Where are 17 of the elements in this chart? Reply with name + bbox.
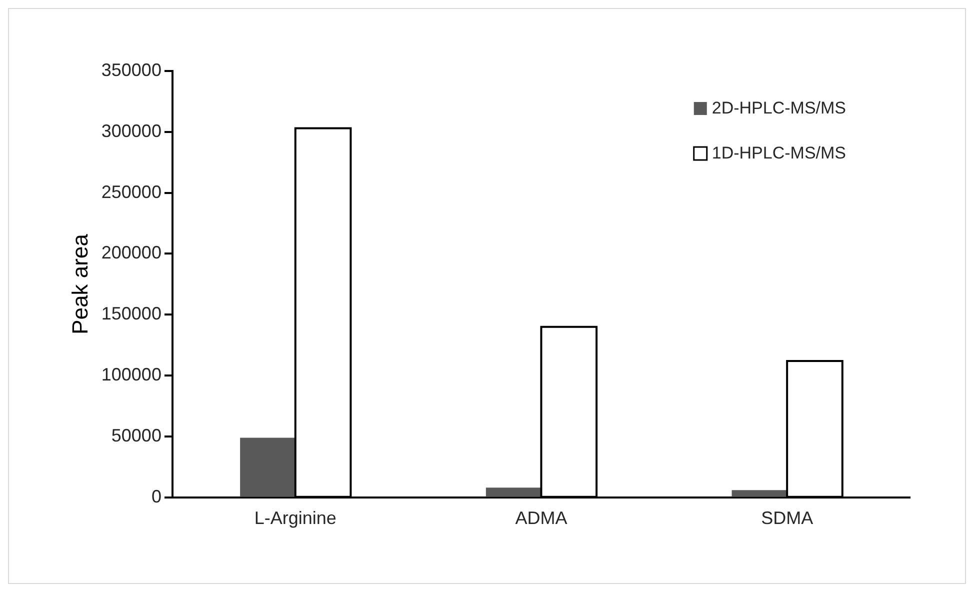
y-tick-label: 250000 — [101, 182, 162, 202]
y-tick-label: 50000 — [111, 425, 162, 446]
y-tick-label: 350000 — [101, 60, 162, 80]
y-tick-label: 0 — [151, 486, 162, 506]
y-tick-label: 100000 — [101, 364, 162, 385]
x-tick-label: L-Arginine — [254, 508, 336, 528]
y-tick-label: 300000 — [101, 120, 162, 141]
y-axis-title: Peak area — [67, 233, 92, 334]
y-tick-label: 150000 — [101, 304, 162, 324]
x-tick-label: SDMA — [761, 508, 814, 528]
bar — [732, 490, 788, 497]
x-tick-label: ADMA — [515, 508, 568, 528]
y-tick-label: 200000 — [101, 242, 162, 263]
bar — [486, 488, 542, 497]
bar — [240, 438, 296, 497]
legend-label: 1D-HPLC-MS/MS — [712, 144, 846, 163]
legend-label: 2D-HPLC-MS/MS — [712, 98, 846, 118]
